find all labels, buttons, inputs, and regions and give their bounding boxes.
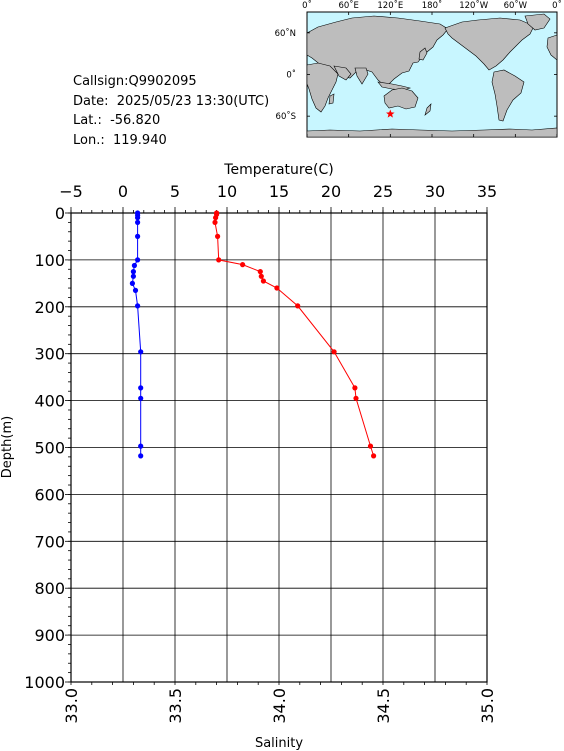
depth-tick-label: 700 bbox=[34, 532, 65, 551]
map-lon-label: 60˚W bbox=[504, 0, 528, 11]
temperature-tick-label: 30 bbox=[425, 182, 445, 201]
temperature-point bbox=[213, 215, 219, 221]
series-layer bbox=[129, 210, 377, 459]
salinity-point bbox=[138, 395, 144, 401]
temperature-point bbox=[353, 395, 359, 401]
map-lon-label: 60˚E bbox=[338, 0, 358, 11]
temperature-axis-title: Temperature(C) bbox=[223, 162, 333, 178]
temperature-tick-label: −5 bbox=[59, 182, 83, 201]
temperature-tick-label: 35 bbox=[477, 182, 497, 201]
salinity-tick-label: 34.5 bbox=[374, 688, 393, 724]
map-lon-label: 180˚ bbox=[422, 0, 442, 11]
salinity-point bbox=[132, 287, 139, 293]
map-lat-label: 0˚ bbox=[286, 70, 296, 81]
temperature-point bbox=[257, 269, 263, 275]
map-lon-label: 120˚W bbox=[459, 0, 488, 11]
map-lon-label: 0˚ bbox=[552, 0, 562, 11]
temperature-point bbox=[295, 303, 301, 309]
salinity-point bbox=[135, 219, 141, 225]
salinity-tick-label: 34.0 bbox=[270, 688, 289, 724]
depth-tick-label: 500 bbox=[34, 439, 65, 458]
salinity-point bbox=[135, 303, 141, 309]
location-map: 0˚ 60˚E 120˚E 180˚ 120˚W 60˚W 0˚ 60˚N 0˚ 60˚S bbox=[275, 0, 562, 138]
map-lat-label: 60˚S bbox=[276, 111, 296, 122]
temperature-tick-labels: −5 0 5 10 15 20 25 30 35 bbox=[59, 182, 497, 201]
date-text: Date: 2025/05/23 13:30(UTC) bbox=[73, 93, 270, 109]
temperature-point bbox=[212, 219, 218, 225]
land-india bbox=[354, 67, 369, 85]
temperature-point bbox=[216, 257, 222, 263]
temperature-tick-label: 10 bbox=[217, 182, 237, 201]
temperature-point bbox=[331, 349, 337, 355]
temperature-point bbox=[258, 273, 264, 279]
temperature-point bbox=[215, 233, 221, 239]
temperature-tick-label: 15 bbox=[269, 182, 289, 201]
salinity-point bbox=[129, 280, 135, 286]
salinity-point bbox=[138, 443, 144, 449]
callsign-text: Callsign:Q9902095 bbox=[73, 74, 197, 89]
salinity-tick-label: 33.5 bbox=[166, 688, 185, 724]
depth-axis-title: Depth(m) bbox=[0, 416, 15, 478]
map-lon-label: 0˚ bbox=[302, 0, 312, 11]
salinity-point bbox=[138, 453, 144, 459]
salinity-axis-title: Salinity bbox=[255, 736, 303, 751]
temperature-point bbox=[371, 453, 377, 459]
lat-text: Lat.: -56.820 bbox=[73, 113, 161, 128]
map-lat-label: 60˚N bbox=[275, 28, 296, 39]
map-lon-labels: 0˚ 60˚E 120˚E 180˚ 120˚W 60˚W 0˚ bbox=[302, 0, 562, 11]
salinity-point bbox=[130, 269, 136, 275]
land-new-zealand bbox=[424, 103, 432, 116]
temperature-point bbox=[274, 285, 280, 291]
temperature-point bbox=[352, 385, 358, 391]
salinity-point bbox=[135, 233, 141, 239]
depth-tick-label: 600 bbox=[34, 485, 65, 504]
temperature-tick-label: 25 bbox=[373, 182, 393, 201]
salinity-point bbox=[135, 257, 141, 263]
salinity-point bbox=[138, 349, 144, 355]
depth-tick-label: 800 bbox=[34, 579, 65, 598]
temperature-tick-label: 5 bbox=[170, 182, 180, 201]
map-lon-label: 120˚E bbox=[377, 0, 403, 11]
location-marker-star bbox=[386, 109, 395, 118]
land-north-america bbox=[444, 17, 535, 71]
depth-tick-label: 200 bbox=[34, 298, 65, 317]
salinity-point bbox=[135, 215, 141, 221]
map-ticks bbox=[306, 12, 558, 137]
land-australia bbox=[383, 87, 419, 110]
depth-tick-label: 400 bbox=[34, 392, 65, 411]
land-japan bbox=[418, 47, 428, 61]
temperature-point bbox=[367, 443, 374, 449]
temperature-tick-label: 20 bbox=[321, 182, 341, 201]
map-land bbox=[306, 13, 558, 138]
depth-tick-label: 1000 bbox=[24, 673, 65, 692]
land-africa bbox=[306, 62, 339, 113]
salinity-tick-label: 35.0 bbox=[478, 688, 497, 724]
temperature-tick-label: 0 bbox=[118, 182, 128, 201]
depth-tick-label: 300 bbox=[34, 345, 65, 364]
temperature-point bbox=[240, 262, 246, 268]
depth-tick-label: 900 bbox=[34, 626, 65, 645]
minor-ticks bbox=[65, 207, 488, 685]
depth-tick-label: 0 bbox=[55, 204, 65, 223]
depth-tick-label: 100 bbox=[34, 251, 65, 270]
land-madagascar bbox=[328, 93, 335, 105]
lon-text: Lon.: 119.940 bbox=[73, 132, 167, 148]
profile-chart: 0 100 200 300 400 500 600 700 800 900 1000 −5 0 5 10 1… bbox=[0, 162, 497, 751]
salinity-tick-label: 33.0 bbox=[62, 688, 81, 724]
land-europe-edge bbox=[546, 34, 558, 61]
map-lat-labels: 60˚N 0˚ 60˚S bbox=[275, 28, 296, 122]
salinity-point bbox=[131, 262, 137, 269]
salinity-tick-labels: 33.0 33.5 34.0 34.5 35.0 bbox=[62, 688, 497, 724]
land-greenland bbox=[524, 13, 551, 31]
depth-tick-labels: 0 100 200 300 400 500 600 700 800 900 1000 bbox=[24, 204, 65, 692]
land-south-america bbox=[491, 69, 525, 122]
salinity-point bbox=[130, 273, 136, 279]
salinity-point bbox=[138, 385, 144, 391]
temperature-point bbox=[260, 278, 266, 284]
land-arabia bbox=[333, 65, 352, 81]
station-info: Callsign:Q9902095 Date: 2025/05/23 13:30… bbox=[73, 72, 269, 150]
